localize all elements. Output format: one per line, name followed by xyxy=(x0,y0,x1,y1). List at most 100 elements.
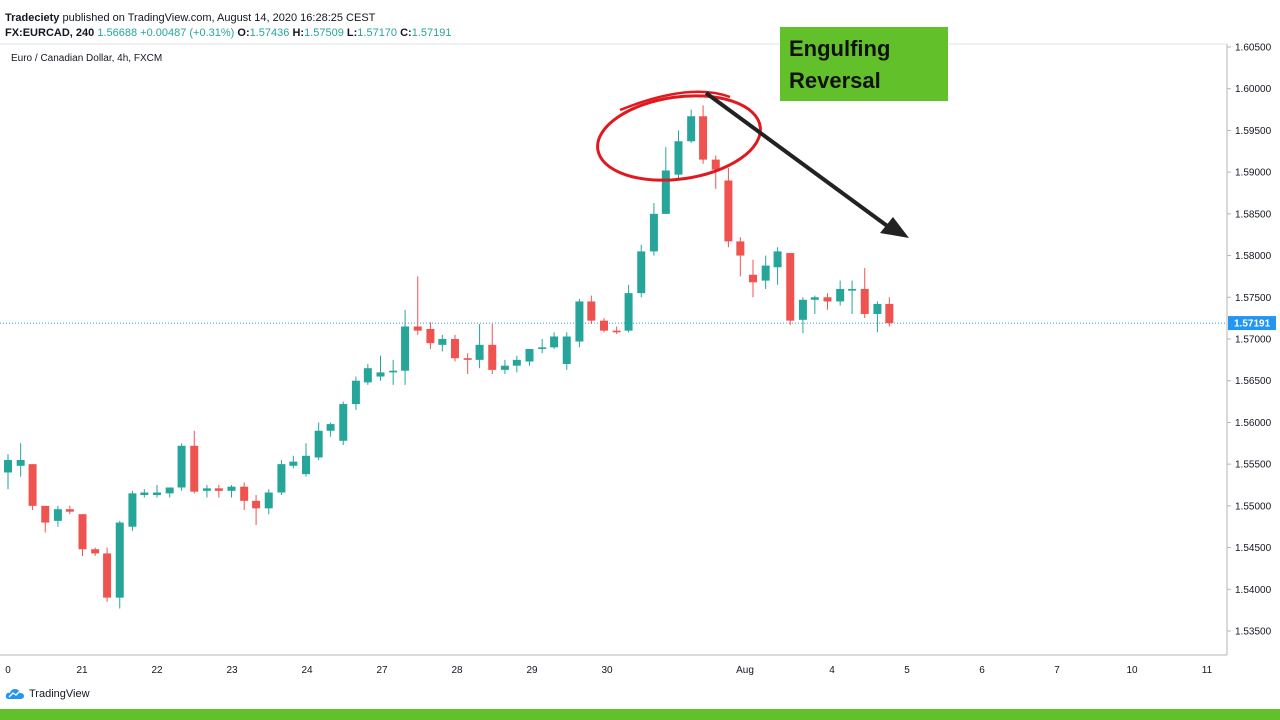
candle xyxy=(848,280,857,314)
candle xyxy=(252,495,261,526)
candle-body xyxy=(153,492,161,496)
candle xyxy=(401,309,410,385)
candle-body xyxy=(115,522,124,598)
candle-body xyxy=(860,288,869,314)
candle xyxy=(240,482,249,511)
high-value: 1.57509 xyxy=(304,27,344,39)
close-value: 1.57191 xyxy=(411,27,452,39)
x-tick-label: 23 xyxy=(226,665,238,676)
candle xyxy=(289,455,298,469)
candle-body xyxy=(438,339,447,345)
candle-body xyxy=(264,492,273,509)
candle xyxy=(786,253,795,325)
reversal-circle-overlap xyxy=(619,90,731,112)
x-tick-label: 22 xyxy=(151,665,163,676)
candle-body xyxy=(661,170,670,214)
candle xyxy=(91,547,100,556)
candle xyxy=(16,443,25,477)
candle-body xyxy=(587,301,596,321)
candle-body xyxy=(699,116,708,160)
candle-body xyxy=(314,430,323,458)
y-tick-label: 1.54000 xyxy=(1235,585,1272,596)
last-price: 1.56688 xyxy=(97,27,138,39)
y-tick-label: 1.55500 xyxy=(1235,460,1272,471)
candle xyxy=(736,237,745,277)
cloud-icon xyxy=(5,689,25,699)
candle-body xyxy=(810,297,819,300)
high-label: H: xyxy=(292,27,305,39)
candle-body xyxy=(252,500,261,509)
y-tick-label: 1.54500 xyxy=(1235,543,1272,554)
tradingview-logo[interactable]: TradingView xyxy=(5,688,90,700)
current-price-label: 1.57191 xyxy=(1234,319,1271,330)
price-change: +0.00487 (+0.31%) xyxy=(140,27,235,39)
down-arrow-shaft xyxy=(704,91,892,230)
x-tick-label: 0 xyxy=(5,665,11,676)
candle-body xyxy=(736,241,745,256)
candle xyxy=(674,130,683,178)
candle xyxy=(264,489,273,515)
y-tick-label: 1.58500 xyxy=(1235,209,1272,220)
candle xyxy=(41,505,50,533)
reversal-circle xyxy=(596,94,762,182)
x-tick-label: 30 xyxy=(601,665,613,676)
candle-body xyxy=(413,326,422,331)
candle-body xyxy=(885,303,894,324)
candle xyxy=(351,376,360,410)
candle-body xyxy=(103,553,112,598)
candle xyxy=(810,295,819,314)
publisher-name: Tradeciety xyxy=(5,12,60,24)
candle-body xyxy=(4,459,12,473)
candle-body xyxy=(873,303,882,314)
candle-body xyxy=(773,251,782,268)
candle-body xyxy=(351,380,360,405)
candle xyxy=(128,490,137,531)
candle-body xyxy=(240,486,249,501)
candle xyxy=(512,355,521,373)
candle-body xyxy=(289,461,298,466)
candle xyxy=(53,505,62,527)
candle xyxy=(885,297,894,327)
x-tick-label: 28 xyxy=(451,665,463,676)
candle-body xyxy=(302,455,310,475)
candle xyxy=(153,485,161,498)
x-tick-label: Aug xyxy=(736,665,754,676)
candle-body xyxy=(500,365,509,370)
symbol-label: FX:EURCAD, 240 xyxy=(5,27,95,39)
candle xyxy=(600,318,608,333)
open-value: 1.57436 xyxy=(249,27,290,39)
candle-body xyxy=(600,320,608,331)
candle-body xyxy=(674,141,683,175)
candle xyxy=(749,259,757,298)
candle xyxy=(103,547,112,602)
candle-body xyxy=(463,358,472,360)
candle xyxy=(562,332,571,370)
candle-body xyxy=(277,464,286,493)
x-tick-label: 4 xyxy=(829,665,835,676)
candle xyxy=(4,454,12,490)
candle-body xyxy=(326,424,335,431)
candle-body xyxy=(798,299,807,320)
y-tick-label: 1.57500 xyxy=(1235,293,1272,304)
low-label: L: xyxy=(346,27,358,39)
candle-body xyxy=(711,159,720,170)
candle xyxy=(798,297,807,334)
candle xyxy=(587,295,596,324)
candle-body xyxy=(140,492,149,496)
candle-body xyxy=(512,359,521,366)
candle-body xyxy=(724,180,733,242)
candle-body xyxy=(550,336,559,348)
candle-body xyxy=(538,347,547,350)
candle-body xyxy=(339,404,348,441)
candle xyxy=(314,422,323,460)
candle-body xyxy=(376,372,385,377)
candle xyxy=(538,339,547,354)
ohlc-line: FX:EURCAD, 240 1.56688 +0.00487 (+0.31%)… xyxy=(5,27,451,39)
x-tick-label: 6 xyxy=(979,665,985,676)
y-tick-label: 1.53500 xyxy=(1235,627,1272,638)
candle xyxy=(177,443,186,491)
x-tick-label: 5 xyxy=(904,665,910,676)
candle xyxy=(687,109,696,143)
candle-body xyxy=(401,326,410,371)
